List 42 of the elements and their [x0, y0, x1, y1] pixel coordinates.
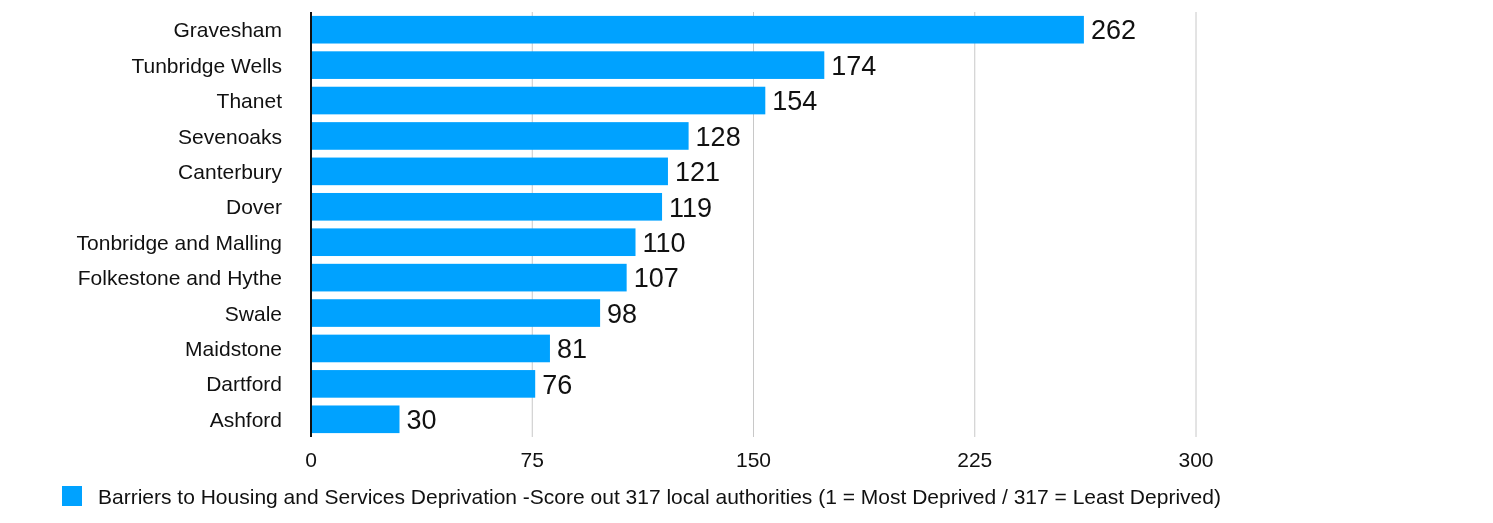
data-label: 76: [542, 369, 573, 400]
data-label: 81: [556, 334, 587, 365]
bar: [311, 86, 766, 115]
legend-label: Barriers to Housing and Services Deprivation -Score out 317 local authorities (1 = Most Deprived / 317 = Least Deprived): [98, 484, 1221, 508]
y-tick-label: Maidstone: [185, 337, 282, 361]
data-label: 110: [642, 227, 686, 258]
y-tick-label: Tonbridge and Malling: [76, 230, 282, 254]
bar: [311, 122, 689, 150]
data-label: 107: [633, 263, 679, 294]
bar: [311, 334, 550, 363]
data-label: 262: [1090, 15, 1136, 46]
x-tick-label: 300: [1178, 448, 1214, 471]
bar: [311, 405, 400, 434]
y-tick-label: Gravesham: [173, 18, 282, 42]
y-tick-label: Sevenoaks: [178, 124, 282, 148]
bar: [311, 51, 825, 79]
y-tick-label: Swale: [224, 301, 282, 325]
bar: [311, 157, 668, 186]
data-label: 30: [406, 405, 437, 436]
x-tick-label: 225: [957, 448, 993, 471]
bar: [311, 299, 601, 327]
y-tick-label: Canterbury: [178, 159, 283, 183]
data-label: 98: [607, 298, 638, 329]
bar: [311, 263, 627, 292]
bar: [311, 370, 536, 398]
bar: [311, 15, 1084, 44]
y-tick-label: Thanet: [216, 89, 283, 113]
x-tick-label: 0: [305, 448, 317, 471]
data-label: 128: [695, 121, 741, 152]
y-tick-label: Dover: [225, 195, 282, 219]
y-tick-label: Tunbridge Wells: [131, 53, 282, 77]
data-label: 174: [831, 50, 877, 81]
y-tick-label: Dartford: [206, 372, 282, 396]
y-tick-label: Folkestone and Hythe: [77, 266, 282, 290]
x-tick-label: 150: [735, 448, 772, 471]
data-label: 154: [772, 86, 818, 117]
data-label: 119: [669, 192, 713, 223]
y-tick-label: Ashford: [209, 407, 282, 431]
bar: [311, 192, 663, 221]
x-tick-label: 75: [520, 448, 544, 471]
bar: [311, 228, 636, 257]
data-label: 121: [674, 157, 721, 188]
